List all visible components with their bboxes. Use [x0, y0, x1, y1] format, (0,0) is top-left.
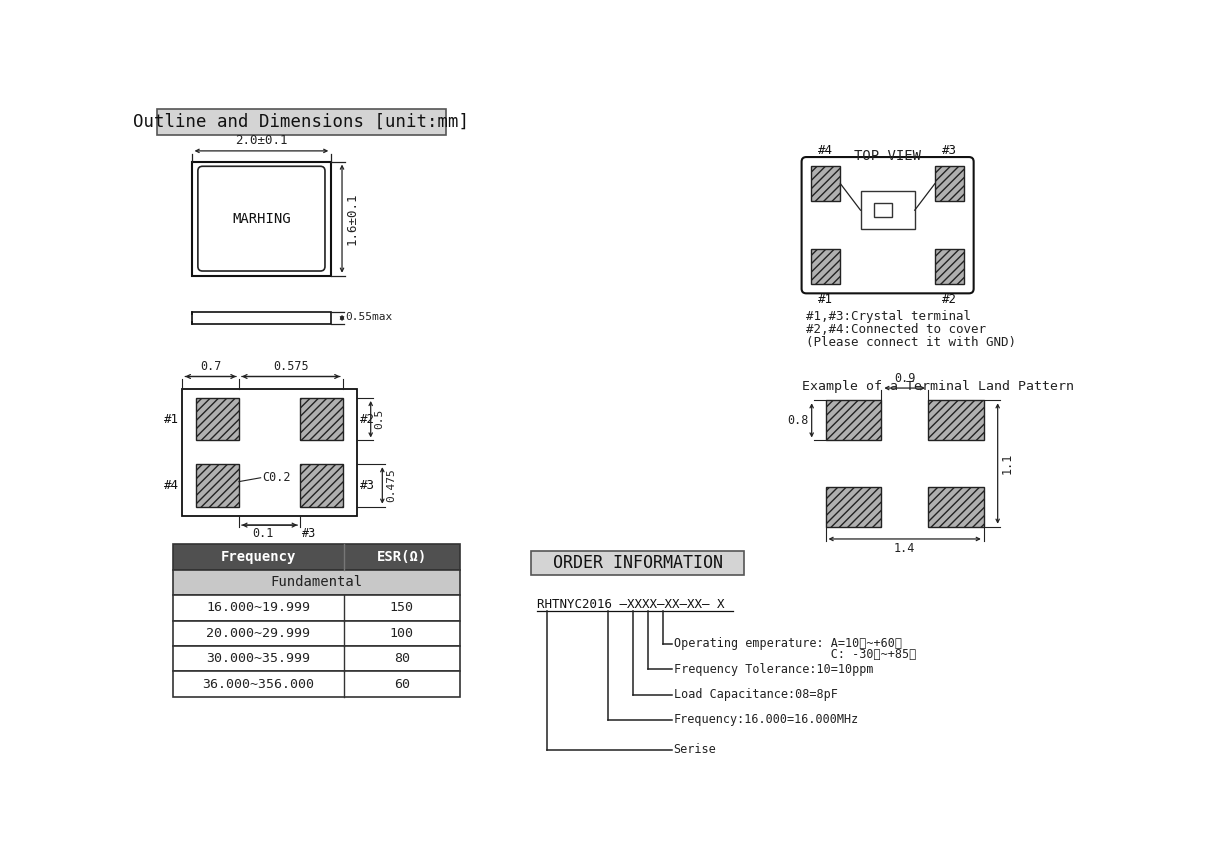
- Bar: [173, 595, 460, 621]
- Bar: [826, 487, 882, 527]
- Text: 0.8: 0.8: [787, 414, 809, 427]
- Bar: [928, 400, 983, 441]
- Text: #2: #2: [360, 413, 375, 426]
- Text: #1,#3:Crystal terminal: #1,#3:Crystal terminal: [807, 310, 971, 323]
- Text: Frequency: Frequency: [220, 550, 295, 564]
- Bar: [874, 204, 891, 217]
- FancyBboxPatch shape: [197, 166, 325, 271]
- Bar: [861, 191, 914, 229]
- Text: 0.55max: 0.55max: [345, 312, 392, 322]
- Bar: [300, 464, 343, 507]
- Text: 80: 80: [394, 652, 409, 665]
- Text: #2: #2: [942, 294, 957, 307]
- Text: 1.4: 1.4: [894, 542, 916, 555]
- Text: Serise: Serise: [673, 743, 717, 756]
- Text: 1.1: 1.1: [1000, 453, 1014, 475]
- Text: #2,#4:Connected to cover: #2,#4:Connected to cover: [807, 323, 986, 336]
- Text: RHTNYC2016 –XXXX–XX–XX– X: RHTNYC2016 –XXXX–XX–XX– X: [538, 598, 725, 611]
- Text: #1: #1: [819, 294, 833, 307]
- Text: 150: 150: [390, 601, 414, 614]
- Bar: [156, 108, 446, 135]
- Text: Frequency:16.000=16.000MHz: Frequency:16.000=16.000MHz: [673, 714, 859, 727]
- Text: 20.000~29.999: 20.000~29.999: [206, 627, 310, 640]
- Bar: [935, 166, 964, 201]
- Text: Fundamental: Fundamental: [270, 576, 362, 590]
- Text: TOP VIEW: TOP VIEW: [854, 149, 922, 163]
- Bar: [196, 464, 239, 507]
- Text: Operating emperature: A=10℃~+60℃: Operating emperature: A=10℃~+60℃: [673, 637, 902, 650]
- Text: 0.475: 0.475: [386, 469, 396, 502]
- Text: #3: #3: [360, 479, 375, 492]
- Text: #4: #4: [163, 479, 178, 492]
- Bar: [196, 398, 239, 441]
- Text: 0.9: 0.9: [894, 372, 916, 385]
- Bar: [191, 312, 331, 324]
- Bar: [811, 249, 840, 284]
- Text: #3: #3: [302, 527, 316, 540]
- Text: 0.5: 0.5: [374, 409, 385, 430]
- Text: 36.000~356.000: 36.000~356.000: [202, 677, 315, 690]
- Text: #3: #3: [942, 144, 957, 157]
- Text: C0.2: C0.2: [263, 471, 291, 484]
- Text: #1: #1: [163, 413, 178, 426]
- Text: (Please connect it with GND): (Please connect it with GND): [807, 337, 1016, 350]
- Bar: [826, 400, 882, 441]
- Text: 60: 60: [394, 677, 409, 690]
- Bar: [928, 487, 983, 527]
- Bar: [173, 545, 460, 570]
- Text: 0.7: 0.7: [200, 360, 222, 373]
- Text: C: -30℃~+85℃: C: -30℃~+85℃: [673, 648, 916, 661]
- Bar: [532, 551, 745, 575]
- Bar: [183, 389, 357, 516]
- Text: ESR(Ω): ESR(Ω): [377, 550, 426, 564]
- Text: 16.000~19.999: 16.000~19.999: [206, 601, 310, 614]
- Text: 1.6±0.1: 1.6±0.1: [346, 192, 358, 245]
- Text: Example of a Terminal Land Pattern: Example of a Terminal Land Pattern: [803, 379, 1074, 392]
- Text: 0.575: 0.575: [272, 360, 309, 373]
- Text: MARHING: MARHING: [233, 211, 291, 226]
- Text: 0.1: 0.1: [253, 527, 274, 540]
- Bar: [173, 646, 460, 671]
- Text: 100: 100: [390, 627, 414, 640]
- Bar: [173, 671, 460, 697]
- Text: Frequency Tolerance:10=10ppm: Frequency Tolerance:10=10ppm: [673, 662, 873, 675]
- FancyBboxPatch shape: [802, 157, 974, 294]
- Text: Load Capacitance:08=8pF: Load Capacitance:08=8pF: [673, 688, 838, 701]
- Bar: [173, 621, 460, 646]
- Text: ORDER INFORMATION: ORDER INFORMATION: [552, 554, 723, 572]
- Text: 2.0±0.1: 2.0±0.1: [235, 134, 288, 147]
- Bar: [191, 162, 331, 275]
- Bar: [811, 166, 840, 201]
- Bar: [173, 570, 460, 595]
- Text: Outline and Dimensions [unit:mm]: Outline and Dimensions [unit:mm]: [133, 113, 469, 131]
- Bar: [935, 249, 964, 284]
- Bar: [300, 398, 343, 441]
- Text: 30.000~35.999: 30.000~35.999: [206, 652, 310, 665]
- Text: #4: #4: [819, 144, 833, 157]
